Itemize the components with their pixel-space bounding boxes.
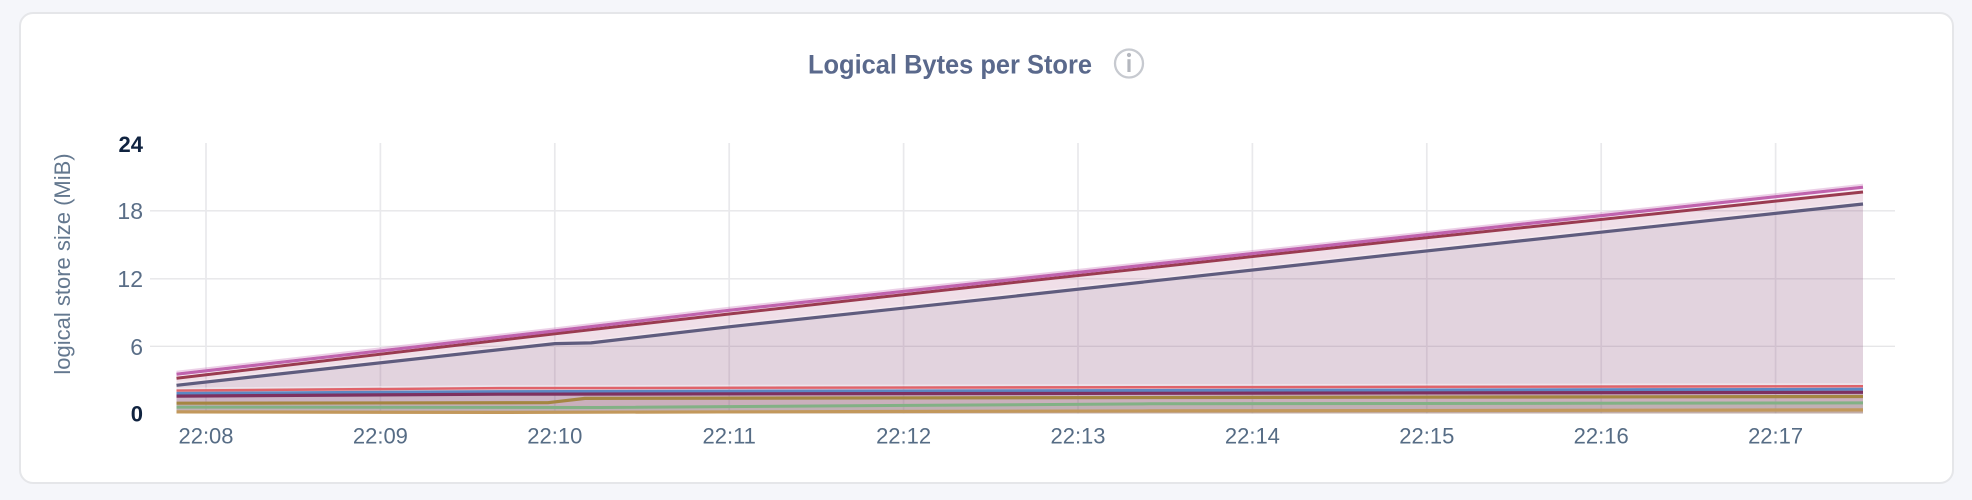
- svg-text:22:14: 22:14: [1225, 424, 1280, 449]
- svg-text:0: 0: [131, 402, 143, 427]
- svg-text:18: 18: [117, 198, 143, 224]
- svg-text:22:13: 22:13: [1050, 424, 1105, 449]
- svg-text:22:09: 22:09: [353, 424, 408, 449]
- svg-text:Logical Bytes per Store: Logical Bytes per Store: [808, 50, 1092, 80]
- svg-text:22:16: 22:16: [1574, 424, 1629, 449]
- svg-text:22:11: 22:11: [702, 424, 755, 449]
- svg-text:22:15: 22:15: [1399, 424, 1454, 449]
- svg-text:22:08: 22:08: [178, 424, 233, 449]
- svg-text:22:10: 22:10: [527, 424, 582, 449]
- svg-text:22:12: 22:12: [876, 424, 931, 449]
- svg-text:logical store size (MiB): logical store size (MiB): [50, 153, 75, 374]
- svg-text:6: 6: [130, 334, 143, 360]
- svg-text:22:17: 22:17: [1748, 424, 1803, 449]
- svg-text:24: 24: [119, 132, 144, 157]
- svg-text:12: 12: [117, 266, 143, 292]
